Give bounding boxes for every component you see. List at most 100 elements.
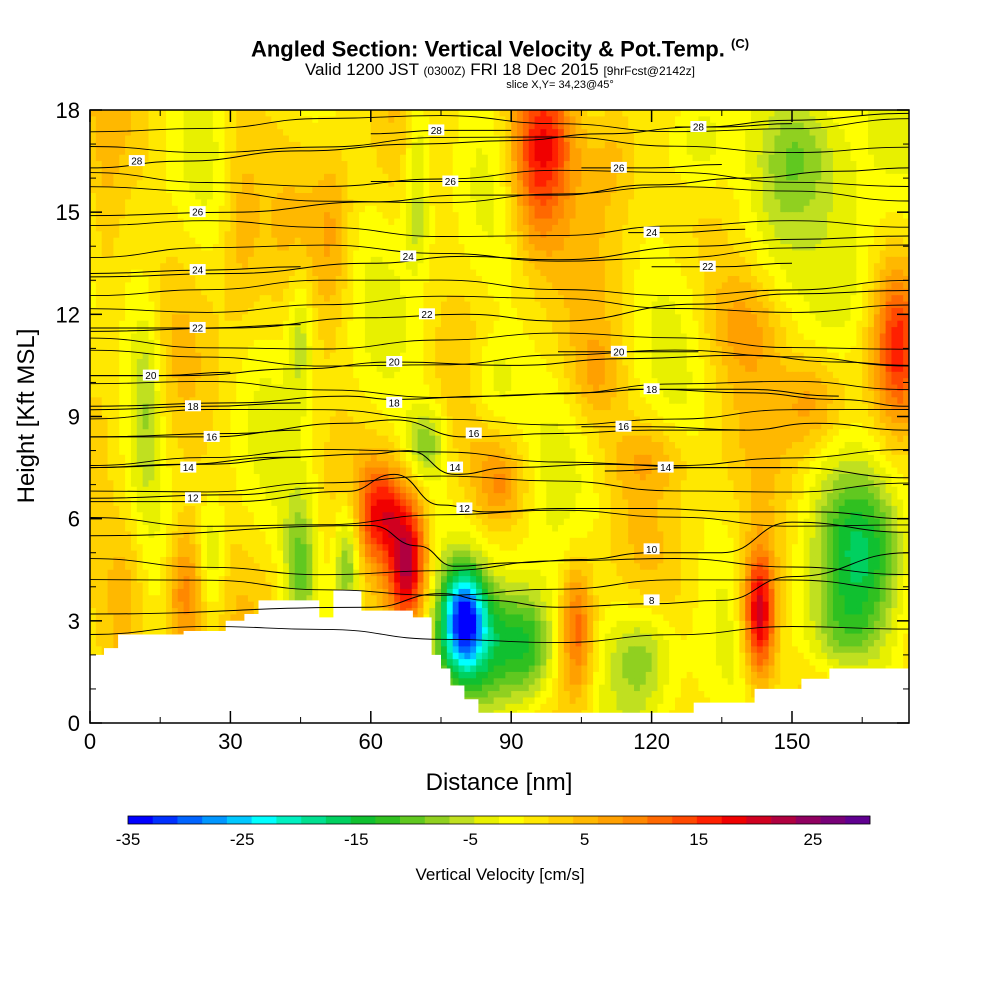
velocity-cell (528, 173, 536, 181)
velocity-cell (207, 218, 214, 226)
velocity-cell (90, 116, 97, 124)
velocity-cell (704, 288, 711, 296)
velocity-cell (370, 250, 378, 258)
velocity-cell (113, 301, 120, 309)
velocity-cell (224, 276, 231, 284)
velocity-cell (522, 154, 530, 162)
velocity-cell (259, 263, 267, 271)
velocity-cell (171, 256, 179, 264)
velocity-cell (710, 224, 717, 232)
velocity-cell (721, 307, 729, 315)
velocity-cell (505, 256, 512, 264)
velocity-cell (429, 333, 436, 341)
velocity-cell (125, 193, 132, 200)
velocity-cell (136, 135, 144, 143)
velocity-cell (739, 231, 746, 239)
velocity-cell (639, 282, 647, 290)
velocity-cell (271, 314, 278, 322)
velocity-cell (166, 231, 173, 239)
velocity-cell (212, 167, 220, 175)
velocity-cell (657, 161, 664, 169)
velocity-cell (253, 129, 261, 137)
velocity-cell (610, 250, 618, 258)
velocity-cell (259, 269, 267, 277)
velocity-cell (142, 333, 150, 341)
velocity-cell (651, 327, 659, 335)
velocity-cell (341, 173, 348, 181)
velocity-cell (446, 244, 454, 252)
velocity-cell (464, 218, 471, 226)
velocity-cell (130, 256, 138, 264)
velocity-cell (745, 135, 752, 143)
velocity-cell (540, 244, 547, 252)
velocity-cell (873, 307, 881, 315)
velocity-cell (470, 167, 477, 175)
velocity-cell (733, 224, 740, 232)
velocity-cell (634, 110, 641, 117)
velocity-cell (183, 161, 191, 169)
velocity-cell (756, 154, 764, 162)
velocity-cell (786, 122, 793, 130)
velocity-cell (335, 295, 343, 303)
velocity-cell (686, 167, 694, 175)
velocity-cell (288, 333, 296, 341)
velocity-cell (803, 314, 811, 322)
velocity-cell (259, 333, 267, 341)
velocity-cell (768, 256, 776, 264)
velocity-cell (751, 167, 758, 175)
velocity-cell (107, 314, 114, 322)
velocity-cell (534, 276, 542, 284)
velocity-cell (359, 327, 366, 335)
velocity-cell (698, 218, 705, 226)
velocity-cell (645, 288, 653, 296)
velocity-cell (897, 263, 904, 271)
velocity-cell (470, 161, 477, 169)
velocity-cell (727, 167, 735, 175)
velocity-cell (441, 186, 448, 194)
velocity-cell (838, 307, 846, 315)
velocity-cell (593, 314, 600, 322)
velocity-cell (417, 333, 425, 341)
velocity-cell (815, 263, 822, 271)
velocity-cell (405, 186, 413, 194)
velocity-cell (558, 314, 565, 322)
velocity-cell (312, 141, 319, 149)
velocity-cell (259, 224, 267, 232)
velocity-cell (897, 231, 904, 239)
velocity-cell (446, 116, 454, 124)
velocity-cell (364, 180, 372, 188)
velocity-cell (628, 263, 635, 271)
velocity-cell (552, 282, 559, 290)
velocity-cell (762, 116, 770, 124)
velocity-cell (166, 256, 173, 264)
velocity-cell (581, 282, 588, 290)
velocity-cell (610, 186, 618, 194)
velocity-cell (792, 295, 799, 303)
velocity-cell (411, 237, 419, 245)
velocity-cell (803, 282, 811, 290)
velocity-cell (710, 327, 717, 335)
velocity-cell (505, 212, 512, 220)
velocity-cell (698, 224, 705, 232)
velocity-cell (581, 141, 588, 149)
velocity-cell (429, 116, 436, 124)
velocity-cell (487, 180, 495, 188)
velocity-cell (388, 110, 395, 117)
velocity-cell (452, 327, 460, 335)
velocity-cell (792, 129, 799, 137)
velocity-cell (247, 314, 255, 322)
velocity-cell (815, 135, 822, 143)
velocity-cell (850, 173, 857, 181)
velocity-cell (429, 231, 436, 239)
velocity-cell (341, 116, 348, 124)
velocity-cell (166, 250, 173, 258)
velocity-cell (645, 148, 653, 156)
velocity-cell (493, 186, 501, 194)
velocity-cell (505, 237, 512, 245)
velocity-cell (177, 161, 185, 169)
velocity-cell (400, 263, 407, 271)
velocity-cell (148, 250, 155, 258)
velocity-cell (715, 218, 723, 226)
velocity-cell (353, 327, 360, 335)
velocity-cell (148, 237, 155, 245)
